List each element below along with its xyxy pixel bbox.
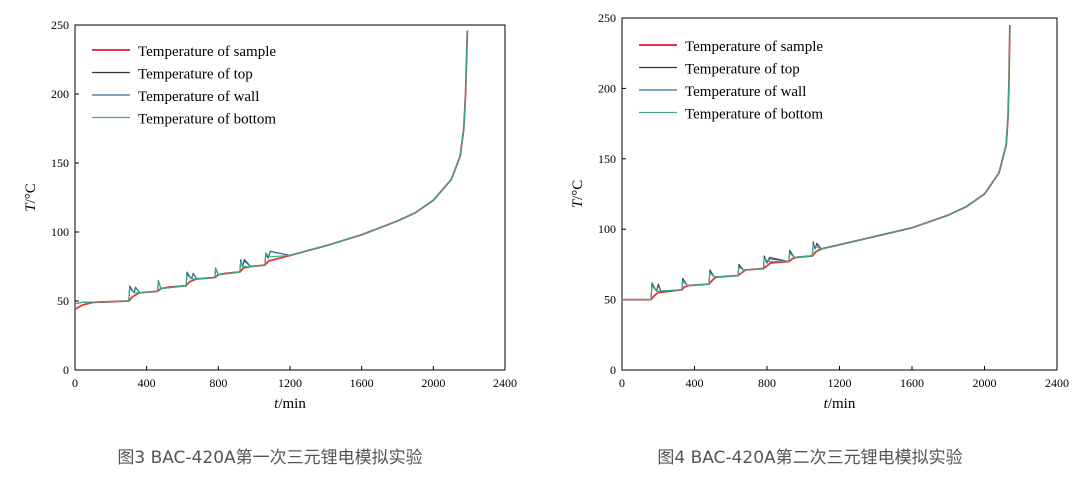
y-tick-label: 50	[57, 294, 69, 308]
series-line-sample	[622, 25, 1011, 301]
x-tick-label: 0	[72, 376, 78, 390]
y-tick-label: 150	[51, 156, 69, 170]
x-tick-label: 1200	[278, 376, 302, 390]
x-axis-label: t/min	[274, 396, 306, 412]
series-line-top	[622, 25, 1011, 301]
x-tick-label: 800	[758, 376, 776, 390]
legend-label: Temperature of top	[685, 62, 800, 78]
chart-2: 0 400 800 1200 1600 2000 2400050100150200250t/…	[570, 11, 1069, 412]
x-tick-label: 1600	[900, 376, 924, 390]
figure-caption-1: 图3 BAC-420A第一次三元锂电模拟实验	[117, 448, 423, 468]
series-line-wall	[74, 30, 468, 305]
x-axis-label: t/min	[824, 396, 856, 412]
y-tick-label: 200	[598, 81, 616, 95]
series-line-bottom	[622, 25, 1011, 301]
x-tick-label: 2000	[421, 376, 445, 390]
y-axis-label: T/°C	[570, 180, 586, 209]
x-tick-label: 800	[209, 376, 227, 390]
series-line-sample	[74, 30, 469, 311]
y-tick-label: 50	[604, 293, 616, 307]
chart-1: 0 400 800 1200 1600 2000 2400050100150200250t/…	[23, 18, 517, 412]
x-axis-unit: /min	[828, 396, 856, 412]
y-tick-label: 0	[63, 363, 69, 377]
legend-label: Temperature of top	[138, 67, 253, 83]
series-line-wall	[622, 25, 1011, 301]
y-axis-symbol: T	[570, 198, 586, 208]
y-tick-label: 250	[51, 18, 69, 32]
chart-panel-2: 0 400 800 1200 1600 2000 2400 0 50 100 150 200 250 t/…	[540, 0, 1080, 484]
x-axis-symbol: t	[824, 396, 829, 412]
x-tick-label: 1600	[350, 376, 374, 390]
x-tick-label: 2400	[1045, 376, 1069, 390]
series-line-bottom	[74, 30, 468, 305]
chart-panel-1: 0 400 800 1200 1600 2000 2400 0 50 100 150 200 250 t/…	[23, 18, 517, 468]
y-tick-label: 250	[598, 11, 616, 25]
y-axis-unit: /°C	[23, 183, 39, 203]
legend-label: Temperature of bottom	[685, 107, 823, 123]
x-axis-symbol: t	[274, 396, 279, 412]
y-tick-label: 150	[598, 152, 616, 166]
legend-label: Temperature of bottom	[138, 112, 276, 128]
series-line-top	[74, 30, 468, 305]
legend-label: Temperature of wall	[138, 89, 259, 105]
x-tick-label: 2400	[493, 376, 517, 390]
legend-label: Temperature of sample	[685, 39, 823, 55]
x-tick-label: 0	[619, 376, 625, 390]
legend-label: Temperature of sample	[138, 44, 276, 60]
x-axis-unit: /min	[278, 396, 306, 412]
legend-label: Temperature of wall	[685, 84, 806, 100]
y-axis-label: T/°C	[23, 183, 39, 212]
x-tick-label: 400	[686, 376, 704, 390]
y-tick-label: 100	[598, 222, 616, 236]
x-tick-label: 1200	[828, 376, 852, 390]
y-axis-symbol: T	[23, 202, 39, 212]
y-axis-unit: /°C	[570, 180, 586, 200]
x-tick-label: 2000	[973, 376, 997, 390]
y-tick-label: 100	[51, 225, 69, 239]
y-tick-label: 0	[610, 363, 616, 377]
x-tick-label: 400	[138, 376, 156, 390]
y-tick-label: 200	[51, 87, 69, 101]
figure-caption-2: 图4 BAC-420A第二次三元锂电模拟实验	[657, 448, 963, 468]
